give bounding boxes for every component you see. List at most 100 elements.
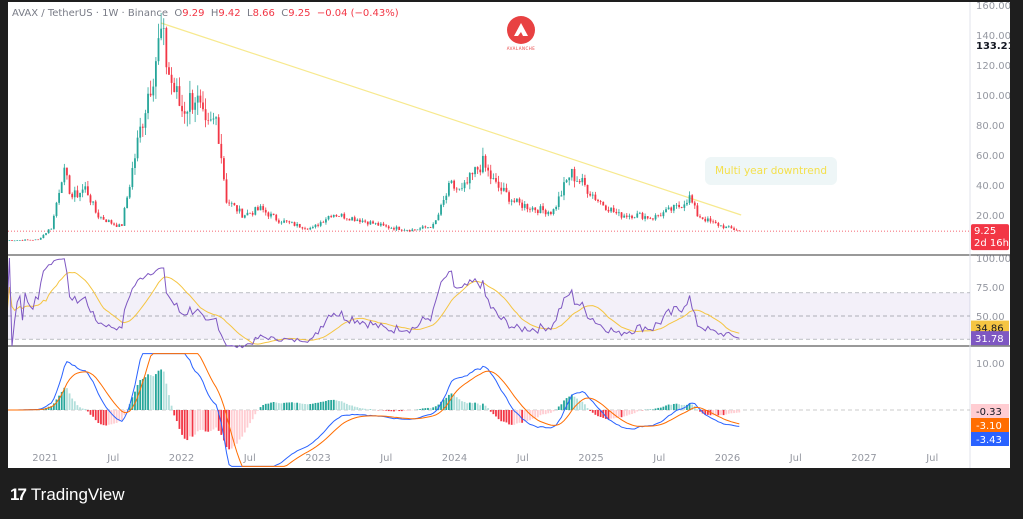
candle-body [32, 240, 34, 241]
candle-body [500, 187, 503, 191]
chart-canvas[interactable]: 160.00 140.00 120.00 100.00 80.00 60.00 40.00 2… [8, 2, 1010, 468]
brand-text: TradingView [30, 485, 125, 504]
macd-histogram-bar [128, 404, 131, 410]
candle-body [144, 113, 147, 128]
candle-body [652, 218, 654, 220]
bar-countdown-label: 2d 16h [974, 238, 1009, 249]
candle-body [531, 207, 534, 210]
macd-histogram-bar [238, 410, 241, 440]
candle-body [223, 158, 225, 180]
candle-body [149, 93, 152, 96]
candle-body [364, 220, 367, 222]
time-tick-label: Jul [925, 453, 938, 464]
candle-body [128, 187, 131, 198]
candle-body [131, 168, 134, 188]
macd-histogram-bar [181, 410, 183, 435]
candle-body [550, 212, 552, 214]
candle-body [283, 220, 285, 223]
macd-histogram-bar [223, 410, 225, 441]
macd-histogram-bar [427, 407, 429, 410]
candle-body [301, 227, 304, 229]
candle-body [353, 217, 356, 221]
candle-body [675, 204, 678, 206]
macd-value: -3.43 [976, 435, 1002, 446]
macd-histogram-bar [458, 399, 461, 410]
macd-histogram-bar [168, 395, 170, 410]
macd-histogram-bar [330, 399, 333, 410]
candle-body [447, 182, 450, 196]
candle-body [356, 219, 359, 221]
macd-histogram-bar [419, 409, 422, 410]
candle-body [667, 207, 670, 210]
candle-body [225, 179, 228, 203]
candle-body [267, 212, 270, 217]
candle-body [455, 188, 458, 190]
high-value: 9.42 [218, 8, 241, 19]
symbol-title[interactable]: AVAX / TetherUS · 1W · Binance [12, 8, 168, 19]
candle-body [52, 215, 55, 229]
macd-histogram-bar [604, 410, 607, 419]
macd-histogram-bar [500, 410, 503, 422]
price-tick-label: 60.00 [976, 151, 1005, 162]
candle-body [521, 202, 524, 208]
candle-body [118, 224, 121, 227]
candle-body [37, 239, 40, 241]
candle-body [526, 204, 529, 210]
macd-histogram-bar [217, 410, 220, 431]
macd-histogram-bar [699, 410, 701, 412]
candle-body [254, 207, 257, 215]
macd-histogram-bar [722, 410, 725, 416]
candle-body [529, 209, 531, 210]
macd-histogram-bar [55, 399, 58, 410]
macd-histogram-bar [110, 410, 113, 425]
candle-body [154, 61, 157, 87]
candle-body [136, 137, 139, 159]
macd-histogram-bar [144, 377, 147, 410]
macd-tick-label: 10.00 [976, 359, 1005, 370]
rsi-ma-line [8, 271, 740, 345]
macd-histogram-bar [345, 403, 348, 410]
candle-body [683, 204, 686, 208]
macd-histogram-bar [654, 408, 657, 410]
price-tick-label: 120.00 [976, 61, 1010, 72]
candle-body [560, 195, 563, 197]
macd-histogram-bar [202, 410, 204, 430]
macd-histogram-bar [50, 406, 53, 410]
macd-histogram-bar [738, 410, 741, 413]
macd-histogram-bar [432, 407, 435, 410]
macd-histogram-bar [285, 402, 288, 410]
macd-histogram-bar [589, 410, 592, 412]
candle-body [398, 226, 401, 230]
candle-body [42, 234, 45, 239]
macd-histogram-bar [191, 410, 194, 437]
time-tick-label: 2021 [32, 453, 57, 464]
candle-body [644, 216, 646, 219]
candle-body [81, 189, 84, 193]
macd-histogram-bar [264, 403, 267, 410]
macd-histogram-bar [424, 408, 427, 410]
macd-histogram-bar [495, 410, 497, 417]
rsi-tick-label: 50.00 [976, 312, 1005, 323]
rsi-ma-value: 34.86 [975, 324, 1004, 335]
macd-histogram-bar [455, 397, 458, 410]
macd-histogram-bar [547, 410, 550, 414]
macd-histogram-bar [489, 410, 492, 412]
macd-histogram-bar [139, 380, 142, 410]
candle-body [115, 224, 118, 227]
candle-body [584, 178, 586, 185]
annotation-label[interactable]: Multi year downtrend [705, 157, 837, 185]
macd-histogram-bar [672, 403, 675, 410]
candle-body [110, 220, 113, 224]
candle-body [228, 202, 231, 204]
macd-histogram-bar [327, 400, 330, 410]
macd-histogram-bar [178, 410, 181, 429]
candle-body [565, 180, 568, 183]
candle-body [693, 202, 696, 206]
candle-body [76, 190, 79, 198]
macd-histogram-bar [301, 403, 304, 410]
chart-panel[interactable]: 160.00 140.00 120.00 100.00 80.00 60.00 40.00 2… [8, 2, 1010, 468]
candle-body [481, 155, 484, 173]
macd-histogram-bar [552, 410, 555, 412]
macd-histogram-bar [403, 410, 406, 412]
candle-body [204, 109, 207, 121]
